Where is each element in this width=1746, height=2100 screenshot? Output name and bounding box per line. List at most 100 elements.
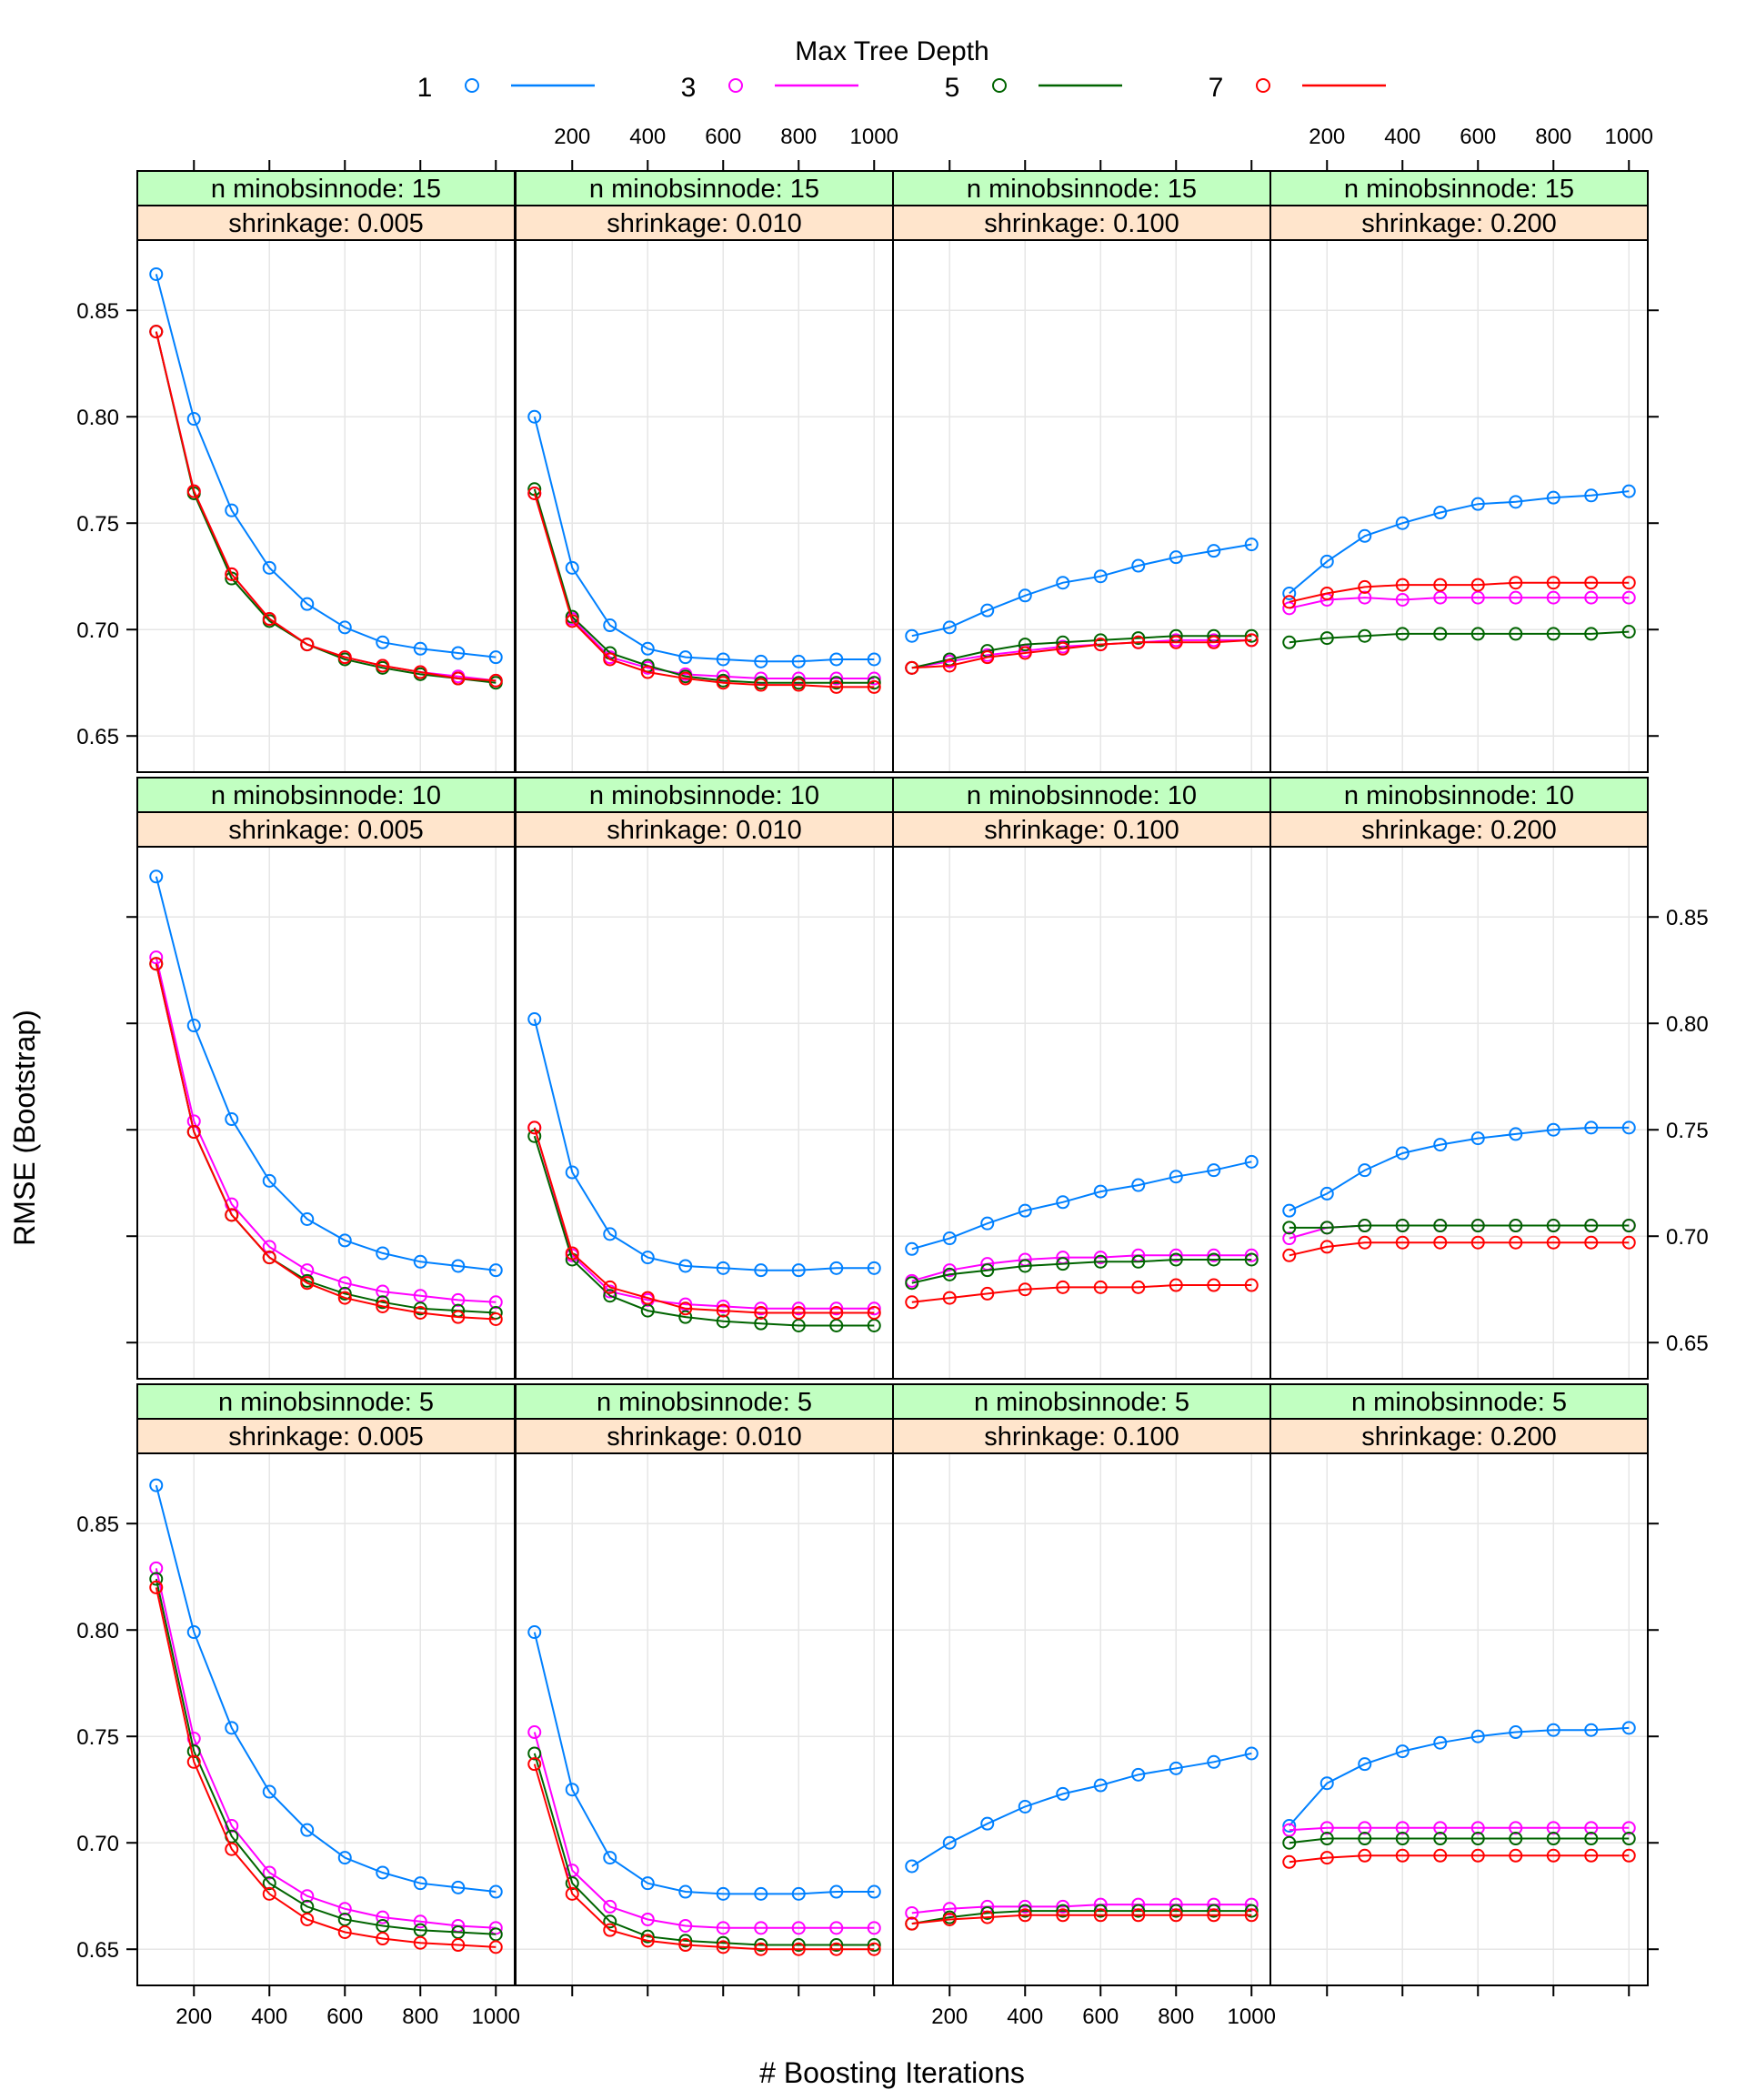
data-point-depth-5 — [942, 1267, 957, 1281]
data-point-depth-5 — [1018, 1259, 1032, 1273]
data-point-depth-1 — [1169, 550, 1183, 565]
data-point-depth-3 — [829, 671, 844, 686]
strip-shrinkage-label: shrinkage: 0.200 — [1361, 1422, 1556, 1452]
data-point-depth-5 — [1320, 1832, 1334, 1846]
data-point-depth-1 — [337, 1233, 352, 1248]
data-point-depth-1 — [376, 635, 390, 649]
x-tick-label: 1000 — [1605, 125, 1653, 149]
strip-shrinkage — [515, 811, 894, 848]
data-point-depth-1 — [149, 1478, 164, 1492]
data-point-depth-7 — [1470, 1848, 1485, 1863]
legend-label-7: 7 — [1209, 73, 1224, 103]
data-point-depth-5 — [905, 1276, 919, 1291]
series-line-depth-1 — [1289, 1726, 1630, 1827]
series-line-depth-7 — [155, 963, 497, 1321]
data-point-depth-7 — [300, 1912, 315, 1926]
data-point-depth-3 — [1509, 590, 1523, 605]
data-point-depth-3 — [678, 1918, 693, 1933]
data-point-depth-1 — [1282, 1819, 1297, 1833]
data-point-depth-7 — [527, 486, 542, 500]
panel-1-1: n minobsinnode: 15 shrinkage: 0.005 0.65 0.… — [76, 160, 516, 773]
x-tick-label: 1000 — [1228, 2005, 1276, 2029]
data-point-depth-7 — [149, 325, 164, 339]
data-point-depth-1 — [1433, 506, 1448, 520]
data-point-depth-1 — [376, 1246, 390, 1261]
series-line-depth-7 — [533, 1763, 875, 1951]
y-tick-label: 0.75 — [76, 1725, 119, 1750]
data-point-depth-1 — [1546, 1122, 1560, 1137]
data-point-depth-1 — [527, 1625, 542, 1640]
data-point-depth-5 — [488, 1927, 503, 1942]
data-point-depth-7 — [413, 1305, 427, 1320]
data-point-depth-3 — [149, 950, 164, 965]
series-line-depth-7 — [155, 1587, 497, 1948]
data-point-depth-7 — [1093, 1280, 1108, 1294]
data-point-depth-3 — [1395, 1821, 1410, 1835]
x-tick-label: 800 — [402, 2005, 438, 2029]
data-point-depth-7 — [225, 1842, 239, 1856]
data-point-depth-3 — [1093, 1251, 1108, 1265]
data-point-depth-7 — [1056, 641, 1070, 656]
data-point-depth-7 — [1546, 1848, 1560, 1863]
data-point-depth-5 — [754, 1938, 768, 1953]
data-point-depth-1 — [337, 620, 352, 635]
data-point-depth-1 — [186, 1625, 201, 1640]
series-line-depth-3 — [533, 1732, 875, 1929]
data-point-depth-7 — [942, 1912, 957, 1926]
data-point-depth-3 — [1621, 1821, 1636, 1835]
data-point-depth-1 — [791, 1263, 806, 1278]
panel-3-4: n minobsinnode: 5 shrinkage: 0.200 — [1269, 1383, 1659, 1996]
data-point-depth-5 — [1470, 1832, 1485, 1846]
data-point-depth-3 — [867, 1301, 881, 1316]
data-point-depth-1 — [829, 1261, 844, 1275]
data-point-depth-1 — [867, 1261, 881, 1275]
data-point-depth-3 — [640, 1912, 655, 1926]
data-point-depth-7 — [1509, 1235, 1523, 1250]
data-point-depth-5 — [337, 1912, 352, 1926]
data-point-depth-1 — [300, 597, 315, 611]
data-point-depth-1 — [225, 1721, 239, 1735]
data-point-depth-1 — [1320, 1776, 1334, 1791]
data-point-depth-1 — [1395, 1744, 1410, 1759]
data-point-depth-1 — [640, 1251, 655, 1265]
data-point-depth-5 — [565, 609, 579, 624]
data-point-depth-1 — [754, 654, 768, 668]
data-point-depth-5 — [1433, 1832, 1448, 1846]
data-point-depth-7 — [565, 614, 579, 628]
data-point-depth-7 — [829, 1305, 844, 1320]
data-point-depth-7 — [754, 1305, 768, 1320]
data-point-depth-1 — [1621, 1120, 1636, 1135]
series-line-depth-7 — [1289, 1854, 1630, 1864]
y-tick-label: 0.75 — [76, 512, 119, 537]
y-tick-label: 0.70 — [76, 1832, 119, 1856]
data-point-depth-5 — [867, 1319, 881, 1332]
data-point-depth-7 — [754, 678, 768, 692]
series-line-depth-1 — [533, 1019, 875, 1271]
panel-1-4: n minobsinnode: 15 shrinkage: 0.200 200 400… — [1269, 125, 1659, 773]
data-point-depth-7 — [565, 1886, 579, 1901]
data-point-depth-7 — [488, 1311, 503, 1326]
data-point-depth-7 — [980, 650, 995, 665]
panels: n minobsinnode: 15 shrinkage: 0.005 0.65 0.… — [76, 125, 1708, 2029]
data-point-depth-7 — [1621, 576, 1636, 590]
legend-title: Max Tree Depth — [795, 36, 988, 66]
data-point-depth-1 — [754, 1263, 768, 1278]
data-point-depth-5 — [1395, 627, 1410, 641]
data-point-depth-7 — [1018, 1908, 1032, 1923]
data-point-depth-1 — [905, 628, 919, 643]
data-point-depth-1 — [149, 869, 164, 884]
data-point-depth-3 — [942, 1902, 957, 1916]
data-point-depth-1 — [1470, 1131, 1485, 1146]
series-line-depth-7 — [911, 1284, 1252, 1303]
data-point-depth-1 — [1584, 1723, 1599, 1737]
data-point-depth-7 — [1546, 1235, 1560, 1250]
data-point-depth-7 — [1207, 635, 1221, 649]
series-line-depth-5 — [1289, 1224, 1630, 1229]
data-point-depth-5 — [1546, 1832, 1560, 1846]
y-tick-label: 0.70 — [1666, 1225, 1709, 1250]
strip-minobsinnode — [892, 777, 1271, 813]
data-point-depth-7 — [867, 679, 881, 694]
data-point-depth-5 — [1621, 625, 1636, 639]
data-point-depth-5 — [1584, 627, 1599, 641]
strip-shrinkage — [1269, 205, 1649, 241]
